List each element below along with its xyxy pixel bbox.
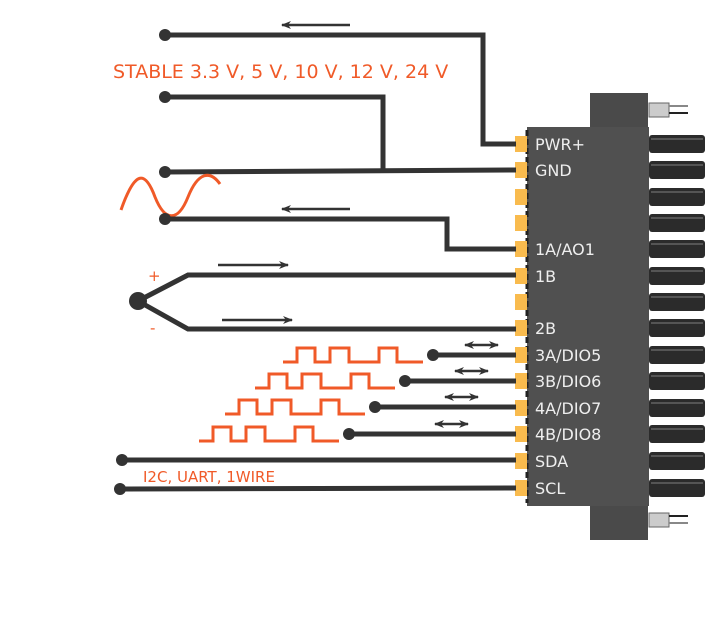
wire-scl (114, 483, 517, 495)
plus-label: + (148, 267, 161, 285)
terminal-socket (649, 293, 705, 311)
wire-dio (199, 420, 516, 443)
thermocouple: + - (129, 261, 516, 337)
square-wave-icon (283, 346, 423, 364)
pin-contact (515, 215, 527, 231)
pin-label: SCL (535, 479, 565, 498)
pin-label: GND (535, 161, 572, 180)
minus-label: - (150, 319, 155, 337)
terminal-socket (649, 135, 705, 153)
thermocouple-junction (129, 292, 147, 310)
pin-label: PWR+ (535, 135, 585, 154)
pin-contact (515, 268, 527, 284)
wire-sda (116, 454, 516, 466)
connector: PWR+ GND 1A/AO1 1B 2B 3A/DIO5 3B/DIO6 4A/DIO7 4B… (515, 93, 705, 540)
voltage-label: STABLE 3.3 V, 5 V, 10 V, 12 V, 24 V (113, 61, 448, 83)
pin-contact (515, 426, 527, 442)
terminal-socket (649, 240, 705, 258)
pin-contact (515, 189, 527, 205)
square-wave-icon (255, 372, 395, 390)
pin-label: 4B/DIO8 (535, 425, 601, 444)
pin-label: 1B (535, 267, 556, 286)
terminal-screw-top (648, 102, 688, 118)
pin-contact (515, 400, 527, 416)
square-wave-icon (199, 425, 339, 443)
terminal-socket (649, 425, 705, 443)
terminal-socket (649, 452, 705, 470)
wire-dio (225, 393, 516, 416)
terminal-socket (649, 214, 705, 232)
pin-contact (515, 453, 527, 469)
pin-label: 3A/DIO5 (535, 346, 601, 365)
pin-label: SDA (535, 452, 568, 471)
pin-contact (515, 320, 527, 336)
wire-terminal-dot (159, 29, 171, 41)
pin-contact (515, 294, 527, 310)
terminal-socket (649, 319, 705, 337)
pin-contact (515, 162, 527, 178)
terminal-screw-bottom (648, 512, 688, 528)
pin-label: 1A/AO1 (535, 240, 595, 259)
wire-ao1 (159, 205, 516, 252)
sine-wave-icon (119, 173, 222, 218)
pin-contact (515, 136, 527, 152)
wire-pwr (159, 21, 516, 147)
terminal-socket (649, 161, 705, 179)
terminal-socket (649, 399, 705, 417)
wire-dio (255, 367, 516, 390)
pin-contact (515, 373, 527, 389)
square-wave-icon (225, 398, 365, 416)
pin-contact (515, 241, 527, 257)
bus-label: I2C, UART, 1WIRE (143, 468, 275, 486)
terminal-socket (649, 372, 705, 390)
terminal-socket (649, 479, 705, 497)
wire-dio (283, 341, 516, 364)
pin-label: 3B/DIO6 (535, 372, 601, 391)
terminal-socket (649, 267, 705, 285)
wire-gnd (159, 91, 517, 178)
pin-contact (515, 347, 527, 363)
pin-contact (515, 480, 527, 496)
pin-label: 2B (535, 319, 556, 338)
pin-label: 4A/DIO7 (535, 399, 601, 418)
terminal-socket (649, 346, 705, 364)
terminal-socket (649, 188, 705, 206)
